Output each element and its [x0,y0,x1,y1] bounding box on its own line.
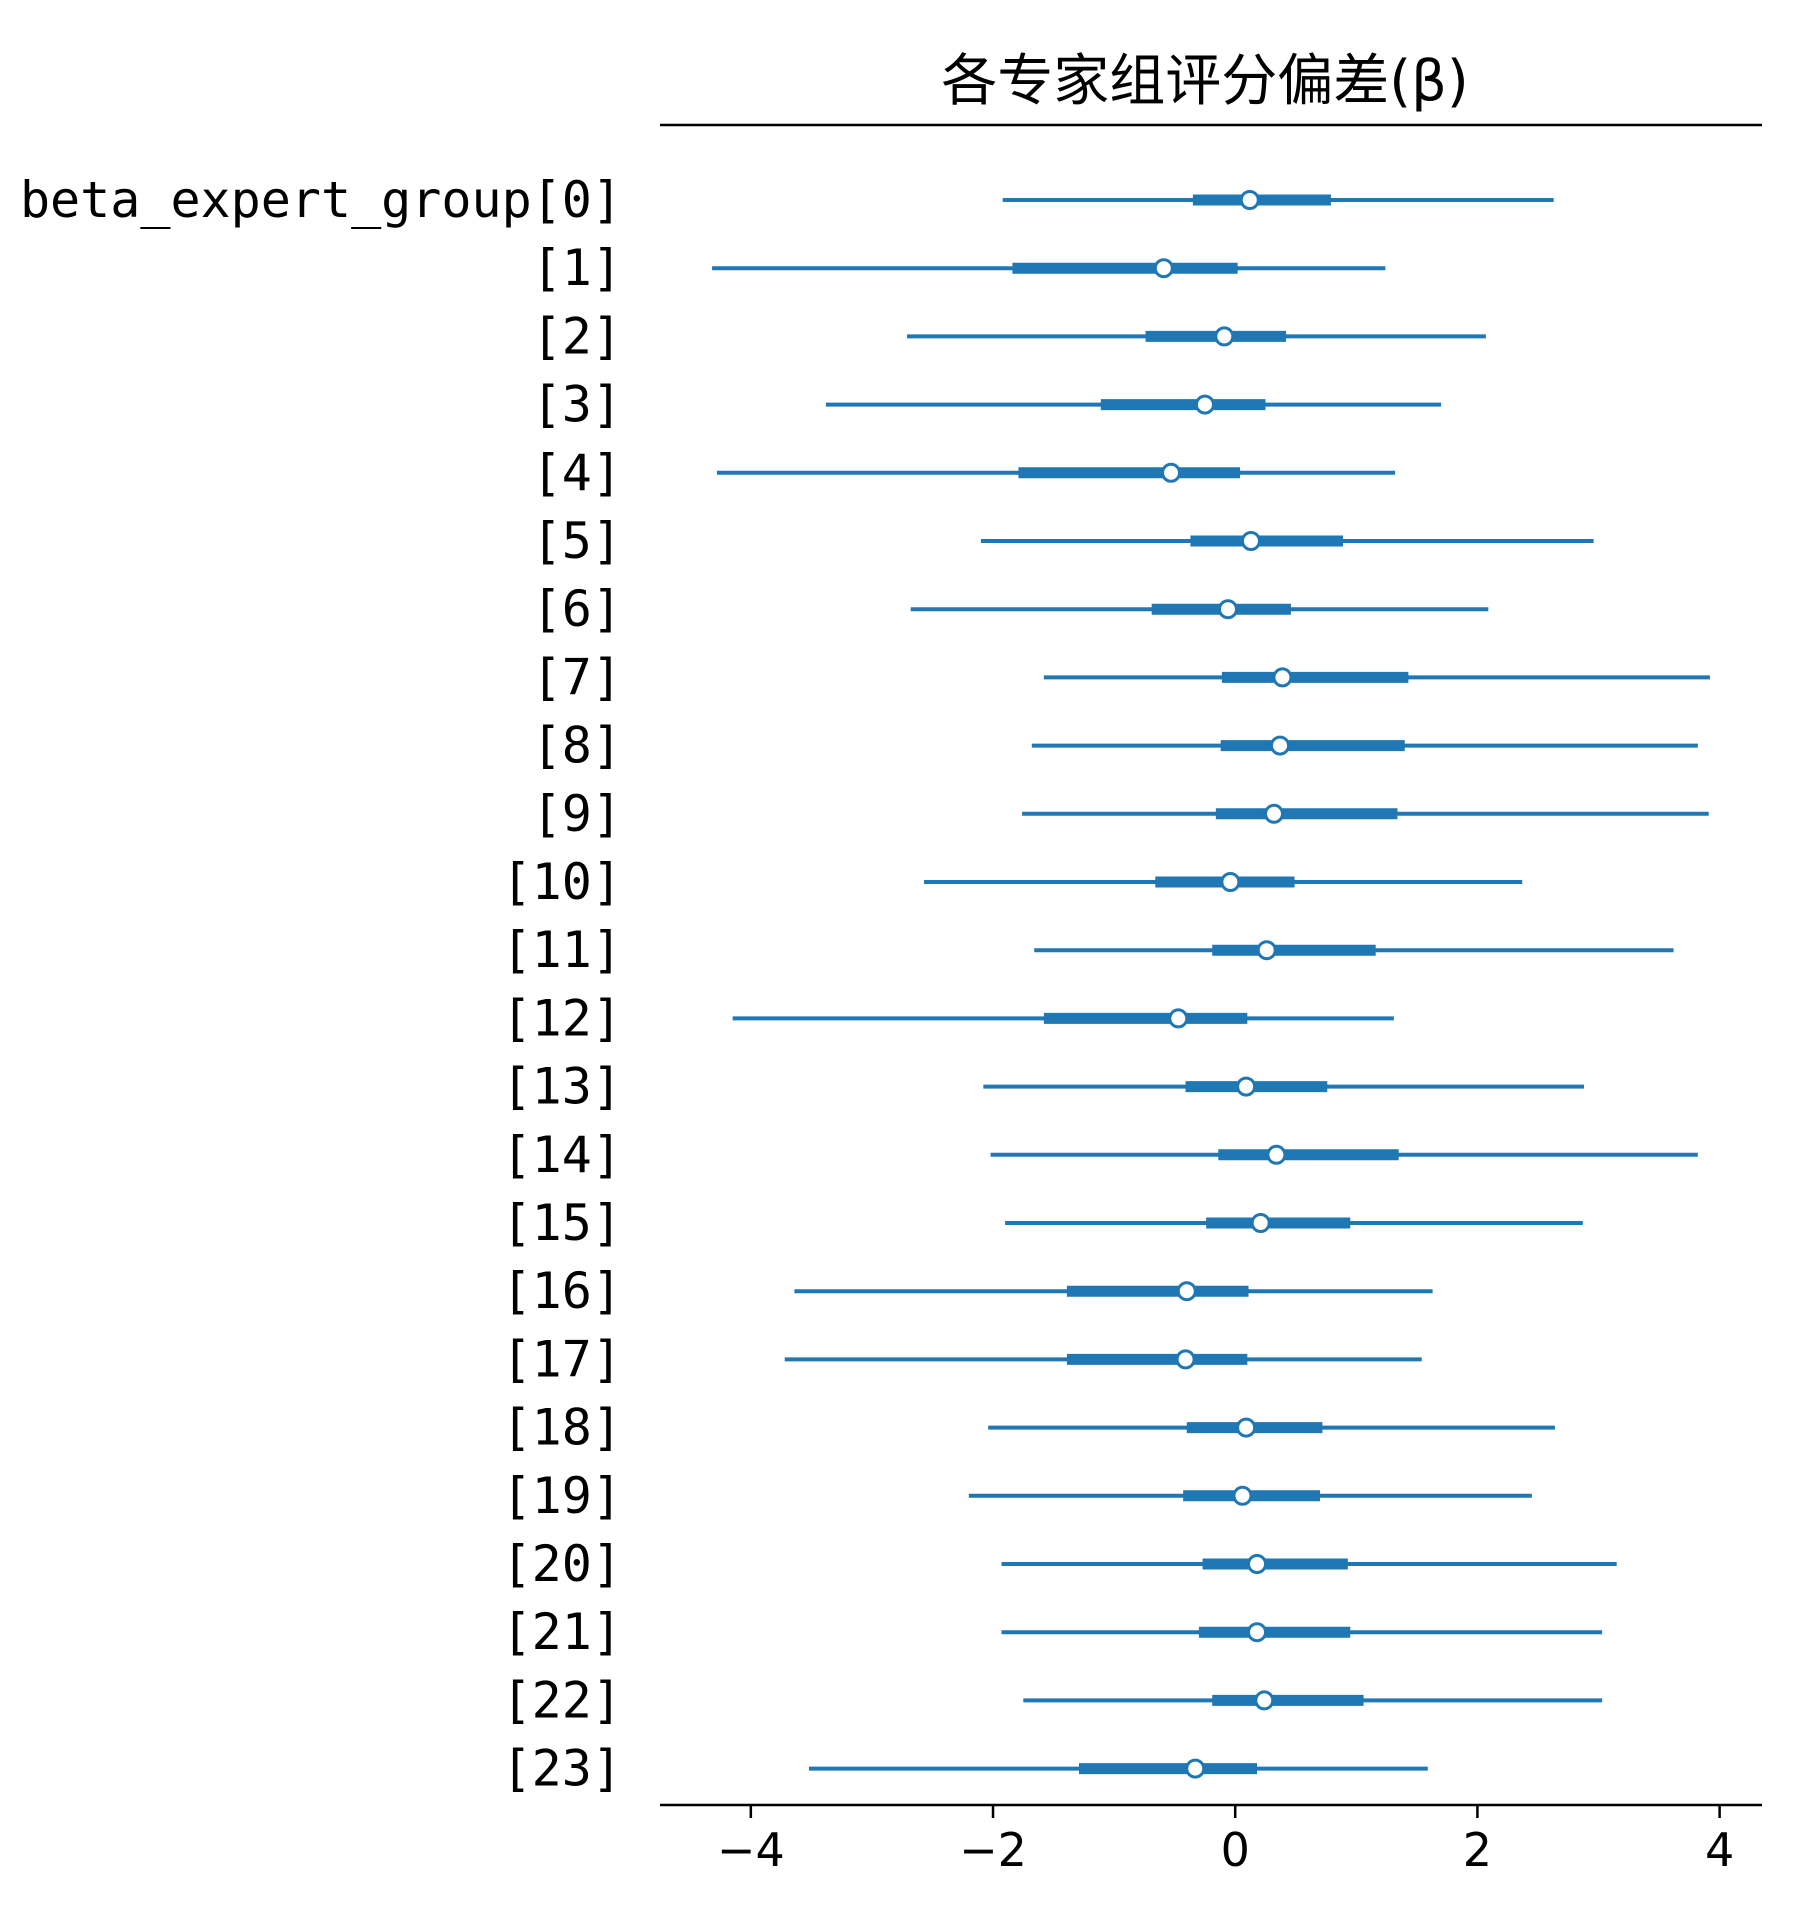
row-label: [23] [502,1740,622,1798]
forest-row: [21] [502,1603,1603,1661]
x-tick-label: −2 [959,1823,1027,1877]
row-label: [5] [532,512,622,570]
forest-row: [18] [502,1399,1555,1457]
mean-point [1175,1349,1196,1370]
forest-row: beta_expert_group[0] [20,171,1554,229]
forest-row: [15] [502,1194,1583,1252]
mean-point [1263,803,1284,824]
mean-point [1272,667,1293,688]
row-label: [9] [532,785,622,843]
mean-point [1236,1417,1257,1438]
mean-point [1153,258,1174,279]
mean-point [1239,190,1260,210]
row-label: [2] [532,307,622,365]
forest-row: [23] [502,1740,1428,1798]
forest-row: [12] [502,989,1394,1047]
row-label: [21] [502,1603,622,1661]
forest-row: [8] [532,717,1698,775]
row-label: [18] [502,1399,622,1457]
mean-point [1247,1554,1268,1574]
forest-row: [19] [502,1467,1532,1525]
forest-row: [9] [532,785,1709,843]
mean-point [1194,394,1215,415]
row-label: [16] [502,1262,622,1320]
row-label: [4] [532,444,622,502]
mean-point [1161,462,1182,483]
row-label: [20] [502,1535,622,1593]
mean-point [1220,872,1241,892]
row-label: [13] [502,1058,622,1116]
forest-row: [20] [502,1535,1617,1593]
mean-point [1185,1758,1206,1779]
forest-row: [1] [532,239,1386,297]
mean-point [1232,1485,1253,1506]
row-label: [6] [532,580,622,638]
row-label: [10] [502,853,622,911]
x-tick-label: 2 [1463,1823,1492,1877]
mean-point [1254,1690,1275,1711]
mean-point [1236,1076,1257,1097]
mean-point [1270,735,1291,756]
row-label: [8] [532,717,622,775]
forest-row: [13] [502,1058,1584,1116]
mean-point [1266,1144,1287,1165]
chart-title: 各专家组评分偏差(β) [941,49,1468,114]
forest-rows: beta_expert_group[0] [1] [2] [3] [4] [5] [6] [7… [20,171,1710,1798]
forest-row: [5] [532,512,1594,570]
mean-point [1214,326,1235,347]
row-label: [7] [532,648,622,706]
forest-row: [14] [502,1126,1698,1184]
row-label: [3] [532,376,622,434]
forest-row: [4] [532,444,1396,502]
mean-point [1168,1008,1189,1029]
forest-row: [3] [532,376,1442,434]
mean-point [1256,940,1277,961]
forest-row: [11] [502,921,1674,979]
x-tick-label: 4 [1705,1823,1734,1877]
forest-row: [6] [532,580,1489,638]
row-label: [12] [502,989,622,1047]
row-label: [14] [502,1126,622,1184]
forest-row: [16] [502,1262,1433,1320]
row-label: [11] [502,921,622,979]
row-label: [1] [532,239,622,297]
row-label: [15] [502,1194,622,1252]
mean-point [1176,1281,1197,1302]
row-label: [22] [502,1671,622,1729]
row-label: [17] [502,1330,622,1388]
forest-row: [17] [502,1330,1422,1388]
mean-point [1247,1622,1268,1643]
forest-row: [10] [502,853,1523,911]
mean-point [1250,1213,1271,1233]
forest-row: [7] [532,648,1710,706]
forest-row: [22] [502,1671,1603,1729]
mean-point [1240,531,1261,551]
x-axis-ticks: −4 −2 0 2 4 [717,1805,1734,1877]
forest-row: [2] [532,307,1486,365]
row-label: [19] [502,1467,622,1525]
mean-point [1217,599,1238,620]
row-label: beta_expert_group[0] [20,171,622,229]
x-tick-label: 0 [1221,1823,1250,1877]
x-tick-label: −4 [717,1823,785,1877]
